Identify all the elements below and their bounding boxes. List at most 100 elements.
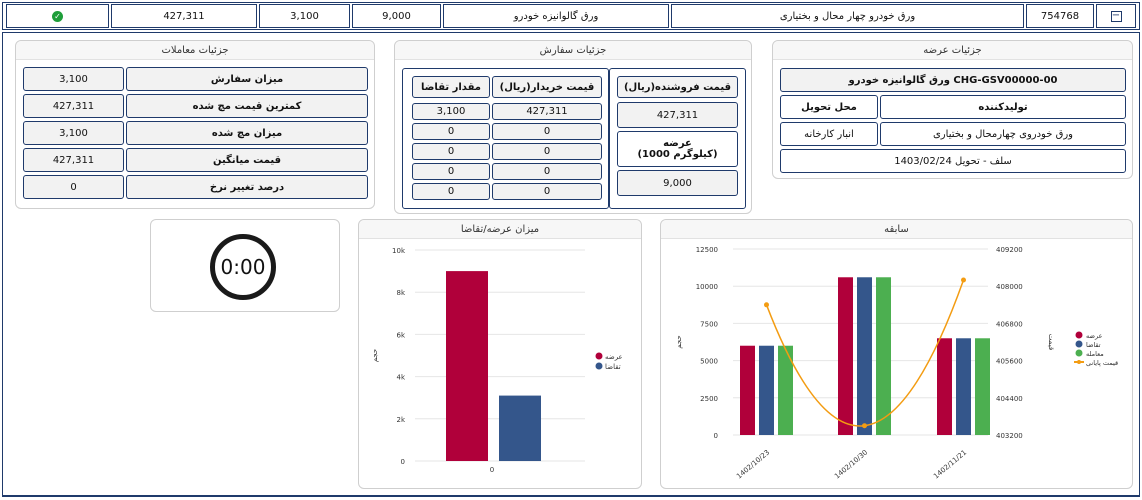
buyer-price-header: قیمت خریدار(ریال): [492, 76, 602, 98]
y2-tick-label: 405600: [996, 358, 1023, 366]
trade-row-label: میزان سفارش: [126, 67, 368, 91]
y-tick-label: 10000: [696, 283, 718, 291]
row-product: ورق گالوانیزه خودرو: [443, 4, 669, 28]
bar-0: [740, 345, 755, 435]
order-row-qty: 0: [412, 163, 490, 180]
bar-1: [956, 338, 971, 435]
legend-label: عرضه: [1086, 332, 1103, 340]
y-tick-label: 5000: [700, 358, 718, 366]
legend-swatch: [1075, 340, 1083, 348]
order-row-price: 0: [492, 143, 602, 160]
x-tick-label: 1402/10/30: [833, 448, 869, 480]
y-tick-label: 7500: [700, 320, 718, 328]
seller-price-label: قیمت فروشنده(ریال): [617, 76, 738, 98]
y-tick-label: 8k: [396, 289, 405, 297]
delivery-label: محل تحویل: [780, 95, 878, 119]
legend-label: تقاضا: [605, 363, 621, 371]
history-chart: 0 2500 5000 7500 10000 12500 403200 404400 40560…: [675, 246, 1118, 481]
expand-toggle[interactable]: −: [1096, 4, 1136, 28]
trade-row-value: 0: [23, 175, 124, 199]
bar-1: [759, 345, 774, 435]
order-row-price: 427,311: [492, 103, 602, 120]
supply-demand-chart-panel: میزان عرضه/تقاضا 0 2k 4k 6k 8k 10k حجم 0 عرضه تقا…: [358, 219, 642, 489]
row-title: ورق خودرو چهار محال و بختیاری: [671, 4, 1024, 28]
order-details-panel: جزئیات سفارش قیمت فروشنده(ریال) 427,311 …: [394, 40, 752, 214]
seller-group: قیمت فروشنده(ریال) 427,311 عرضه (1000 کی…: [609, 68, 746, 209]
demand-header: مقدار تقاضا: [412, 76, 490, 98]
y-axis-label: حجم: [675, 335, 683, 349]
supply-label: عرضه: [663, 138, 692, 149]
supply-product-line: ورق گالوانیزه خودرو CHG-GSV00000-00: [780, 68, 1126, 92]
y-tick-label: 6k: [396, 331, 405, 339]
legend-label: تقاضا: [1086, 341, 1101, 349]
delivery-value: انبار کارخانه: [780, 122, 878, 146]
order-row-qty: 3,100: [412, 103, 490, 120]
y2-tick-label: 406800: [996, 320, 1023, 328]
y-tick-label: 0: [714, 432, 718, 440]
minus-icon[interactable]: −: [1110, 9, 1122, 22]
supply-unit: (1000 کیلوگرم): [637, 149, 718, 160]
legend-swatch: [1077, 360, 1081, 364]
y-tick-label: 10k: [392, 247, 406, 255]
y2-axis-label: قیمت: [1047, 334, 1055, 350]
detail-container: جزئیات عرضه ورق گالوانیزه خودرو CHG-GSV0…: [2, 32, 1140, 496]
settlement-info: سلف - تحویل 1403/02/24: [780, 149, 1126, 173]
history-chart-title: سابقه: [661, 220, 1132, 239]
producer-value: ورق خودروی چهارمحال و بختیاری: [880, 122, 1126, 146]
supply-label-box: عرضه (1000 کیلوگرم): [617, 131, 738, 167]
supply-demand-chart: 0 2k 4k 6k 8k 10k حجم 0 عرضه تقاضا: [371, 247, 623, 474]
trade-row-value: 3,100: [23, 67, 124, 91]
legend-label: قیمت پایانی: [1086, 359, 1118, 367]
legend-swatch: [1075, 349, 1083, 357]
row-code: 754768: [1026, 4, 1094, 28]
legend-label: معامله: [1086, 350, 1104, 358]
trade-row-label: قیمت میانگین: [126, 148, 368, 172]
timer-ring: 0:00: [210, 234, 276, 300]
row-volume: 9,000: [352, 4, 441, 28]
timer-value: 0:00: [220, 255, 266, 279]
y-tick-label: 12500: [696, 246, 718, 254]
trade-row-label: کمترین قیمت مچ شده: [126, 94, 368, 118]
x-tick-label: 0: [490, 466, 494, 474]
order-row-qty: 0: [412, 123, 490, 140]
buyer-group: قیمت خریدار(ریال) مقدار تقاضا 427,311 3,1…: [402, 68, 609, 209]
trade-row-label: میزان مچ شده: [126, 121, 368, 145]
bar-0: [838, 277, 853, 435]
supply-details-title: جزئیات عرضه: [773, 41, 1132, 60]
next-row-edge: [2, 496, 1140, 500]
legend-swatch: [595, 362, 603, 370]
trade-row-label: درصد تغییر نرخ: [126, 175, 368, 199]
bar-0: [446, 271, 488, 461]
history-chart-panel: سابقه 0 2500 5000 7500 10000 12500 403200 40440…: [660, 219, 1133, 489]
row-price: 427,311: [111, 4, 257, 28]
y-tick-label: 2500: [700, 395, 718, 403]
bar-2: [975, 338, 990, 435]
bar-2: [876, 277, 891, 435]
price-point: [764, 302, 769, 308]
order-row-qty: 0: [412, 183, 490, 200]
trade-row-value: 3,100: [23, 121, 124, 145]
trade-row-value: 427,311: [23, 148, 124, 172]
x-tick-label: 1402/11/21: [932, 448, 968, 480]
x-tick-label: 1402/10/23: [735, 448, 771, 480]
order-row-price: 0: [492, 163, 602, 180]
bar-2: [778, 345, 793, 435]
summary-row[interactable]: − 754768 ورق خودرو چهار محال و بختیاری و…: [2, 2, 1140, 30]
trade-row-value: 427,311: [23, 94, 124, 118]
y-tick-label: 4k: [396, 374, 405, 382]
supply-demand-chart-title: میزان عرضه/تقاضا: [359, 220, 641, 239]
bar-0: [937, 338, 952, 435]
legend-swatch: [595, 352, 603, 360]
y2-tick-label: 403200: [996, 432, 1023, 440]
y-axis-label: حجم: [371, 349, 379, 363]
y2-tick-label: 409200: [996, 246, 1023, 254]
trade-details-title: جزئیات معاملات: [16, 41, 374, 60]
y-tick-label: 0: [401, 458, 405, 466]
y2-tick-label: 404400: [996, 395, 1023, 403]
producer-label: تولیدکننده: [880, 95, 1126, 119]
order-row-price: 0: [492, 183, 602, 200]
order-row-qty: 0: [412, 143, 490, 160]
y2-tick-label: 408000: [996, 283, 1023, 291]
trade-details-panel: جزئیات معاملات میزان سفارش 3,100 کمترین قی…: [15, 40, 375, 209]
supply-details-panel: جزئیات عرضه ورق گالوانیزه خودرو CHG-GSV0…: [772, 40, 1133, 179]
